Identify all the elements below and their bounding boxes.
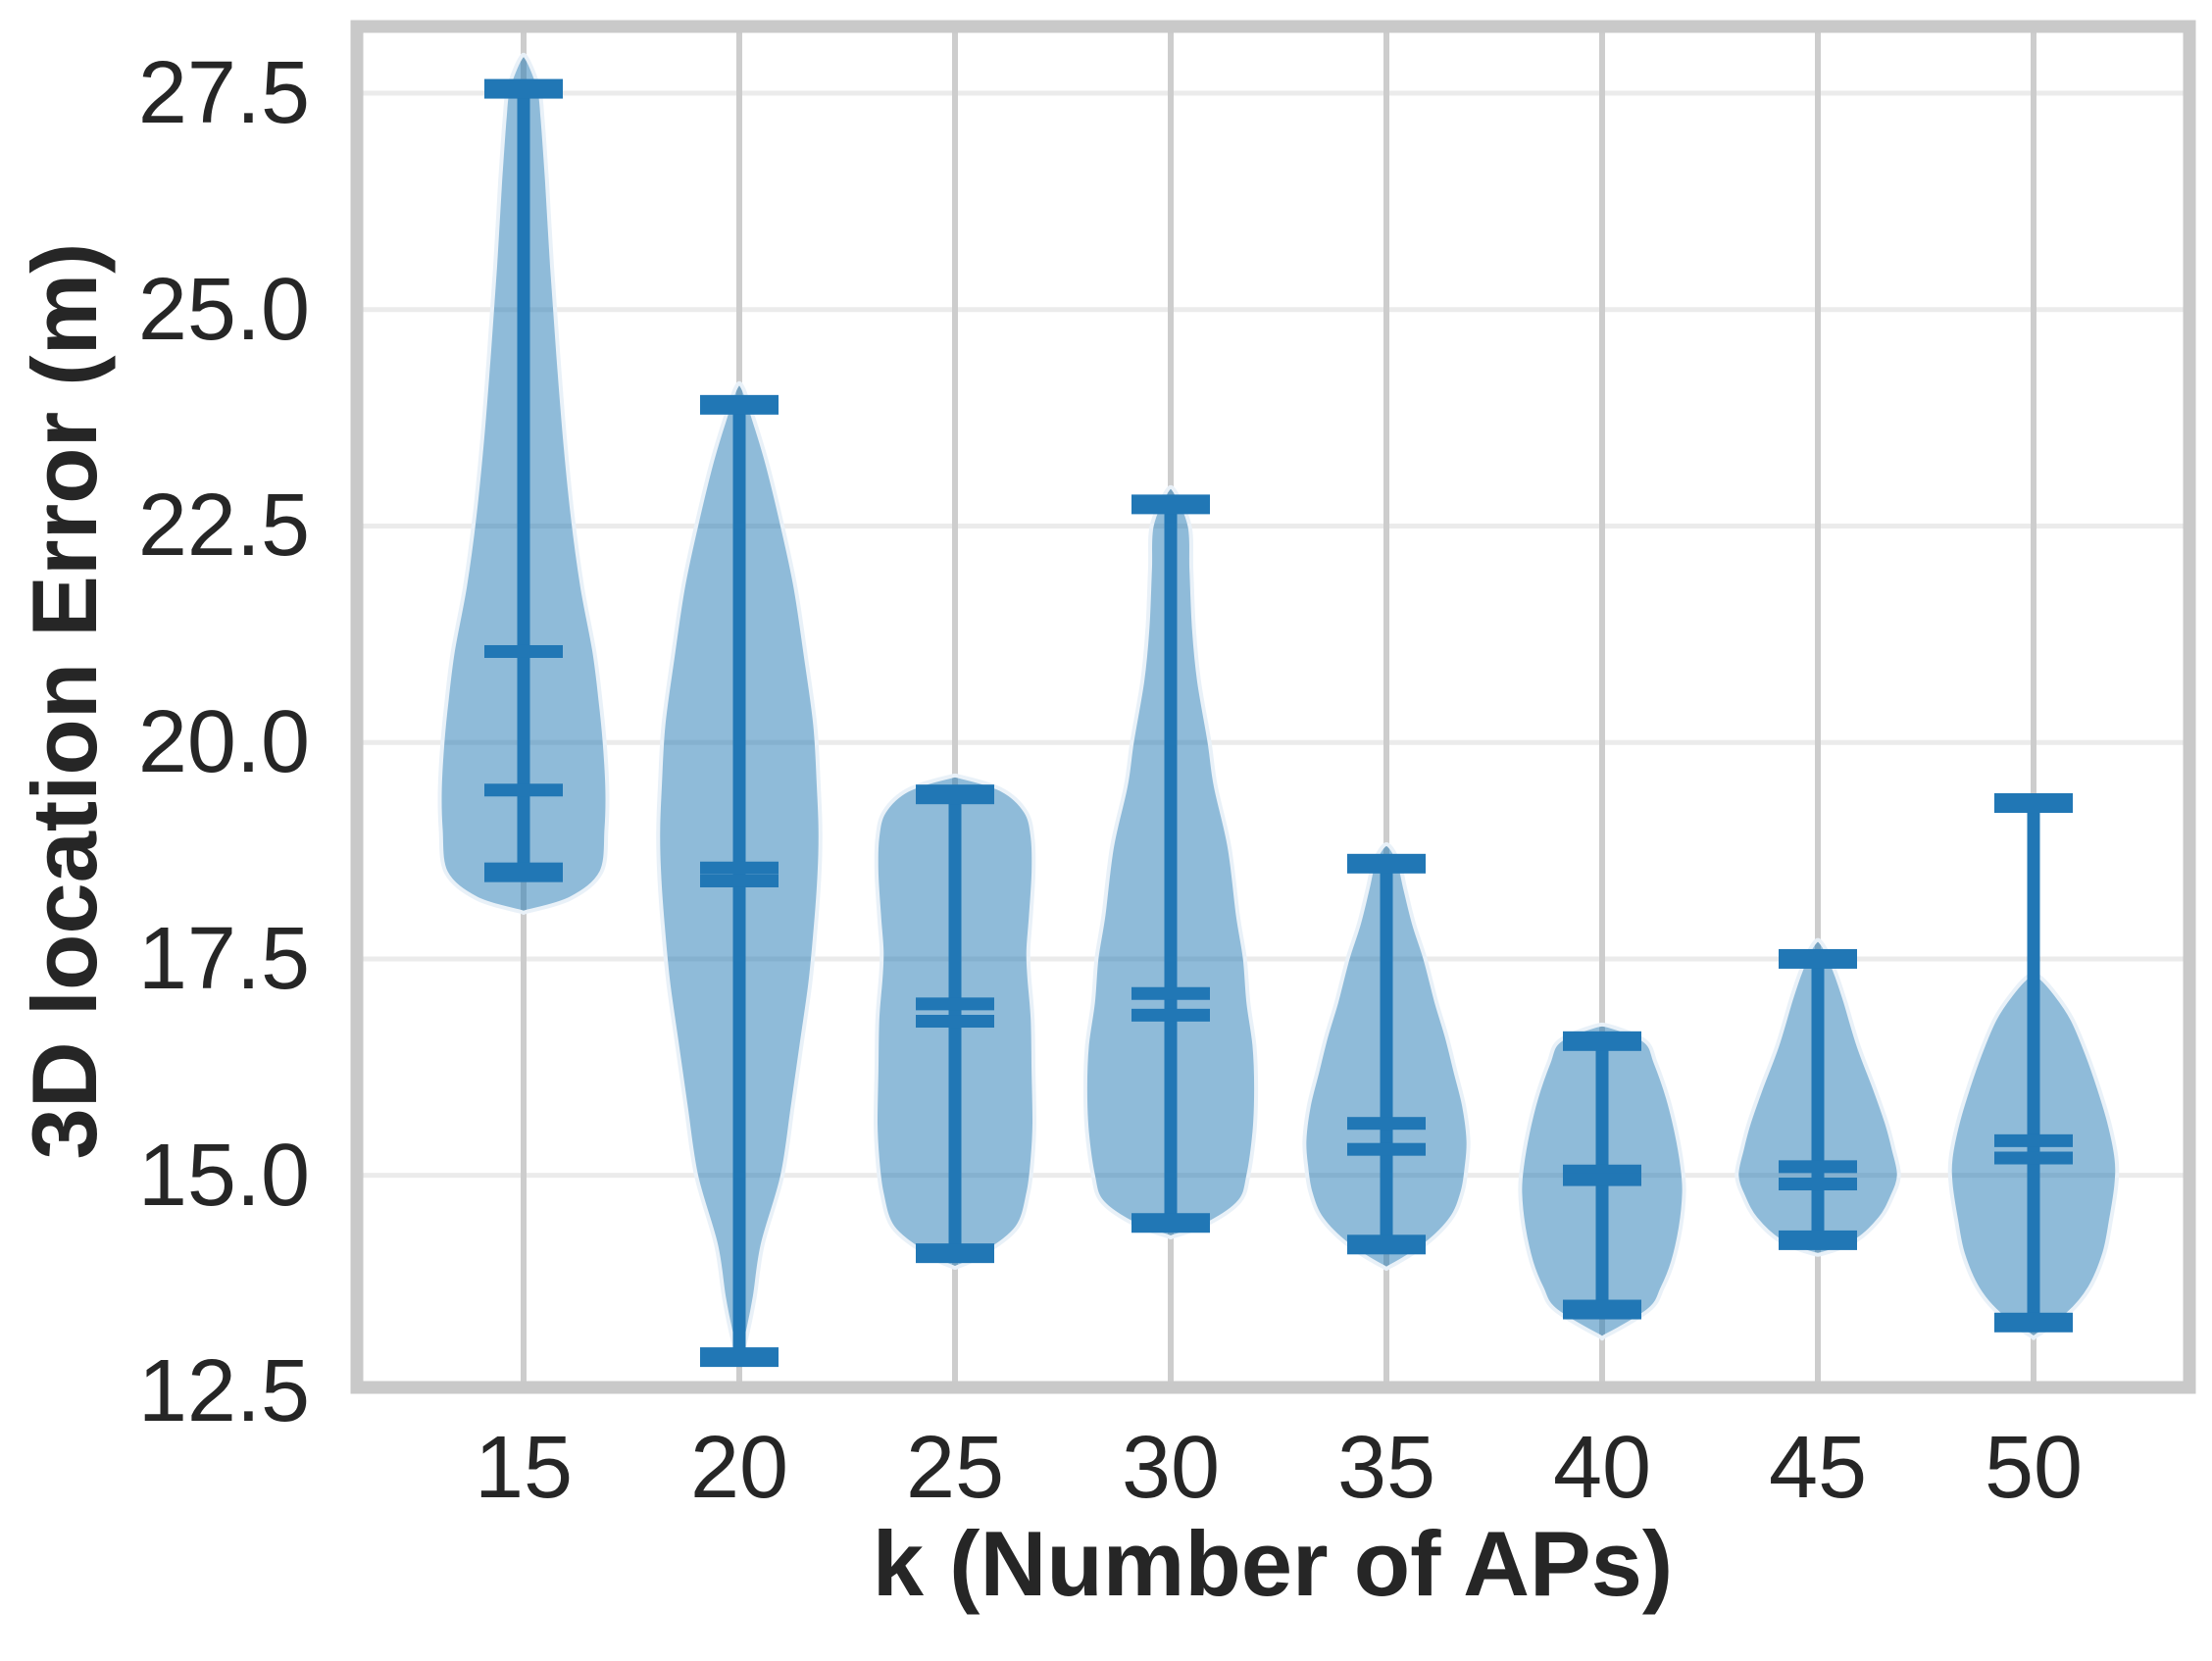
y-tick-label: 17.5 [137, 910, 310, 1008]
whisker-line-k45 [1811, 958, 1825, 1240]
median-tick-k40 [1563, 1173, 1641, 1186]
x-tick-label: 45 [1768, 1419, 1868, 1517]
y-tick-label: 22.5 [137, 477, 310, 575]
y-tick-label: 25.0 [137, 261, 310, 359]
x-tick-label: 40 [1552, 1419, 1652, 1517]
median-tick-k25 [916, 1015, 994, 1029]
whisker-max-cap-k25 [916, 784, 994, 805]
whisker-max-cap-k20 [700, 394, 779, 415]
mean-tick-k45 [1779, 1160, 1857, 1174]
x-tick-label: 20 [689, 1419, 789, 1517]
whisker-max-cap-k45 [1779, 948, 1857, 969]
whisker-min-cap-k50 [1994, 1312, 2073, 1333]
median-tick-k30 [1131, 1008, 1210, 1022]
median-tick-k35 [1347, 1142, 1426, 1156]
mean-tick-k35 [1347, 1117, 1426, 1131]
whisker-min-cap-k30 [1131, 1213, 1210, 1233]
y-tick-label: 15.0 [137, 1127, 310, 1225]
whisker-line-k30 [1164, 504, 1178, 1224]
median-tick-k15 [484, 783, 563, 797]
whisker-min-cap-k15 [484, 862, 563, 882]
whisker-min-cap-k40 [1563, 1299, 1641, 1320]
whisker-min-cap-k25 [916, 1243, 994, 1264]
y-tick-label: 20.0 [137, 693, 310, 791]
whisker-min-cap-k20 [700, 1347, 779, 1368]
mean-tick-k25 [916, 997, 994, 1011]
whisker-min-cap-k45 [1779, 1230, 1857, 1250]
y-tick-label: 27.5 [137, 44, 310, 142]
x-axis-title: k (Number of APs) [872, 1512, 1674, 1615]
whisker-line-k35 [1380, 863, 1393, 1245]
x-tick-label: 25 [905, 1419, 1005, 1517]
median-tick-k45 [1779, 1178, 1857, 1191]
x-tick-label: 30 [1121, 1419, 1221, 1517]
median-tick-k20 [700, 874, 779, 887]
mean-tick-k20 [700, 861, 779, 875]
whisker-line-k50 [2027, 803, 2040, 1323]
x-tick-label: 35 [1336, 1419, 1436, 1517]
whisker-max-cap-k35 [1347, 853, 1426, 874]
mean-tick-k30 [1131, 986, 1210, 1000]
whisker-max-cap-k50 [1994, 793, 2073, 814]
y-tick-label: 12.5 [137, 1342, 310, 1440]
median-tick-k50 [1994, 1151, 2073, 1165]
y-axis-title: 3D location Error (m) [13, 242, 116, 1160]
whisker-max-cap-k40 [1563, 1031, 1641, 1051]
mean-tick-k50 [1994, 1133, 2073, 1147]
whisker-max-cap-k30 [1131, 494, 1210, 515]
x-tick-label: 15 [474, 1419, 574, 1517]
whisker-min-cap-k35 [1347, 1234, 1426, 1255]
plot-border [350, 20, 2196, 1394]
whisker-max-cap-k15 [484, 78, 563, 99]
mean-tick-k15 [484, 644, 563, 658]
whisker-line-k15 [517, 88, 530, 873]
x-tick-label: 50 [1984, 1419, 2084, 1517]
